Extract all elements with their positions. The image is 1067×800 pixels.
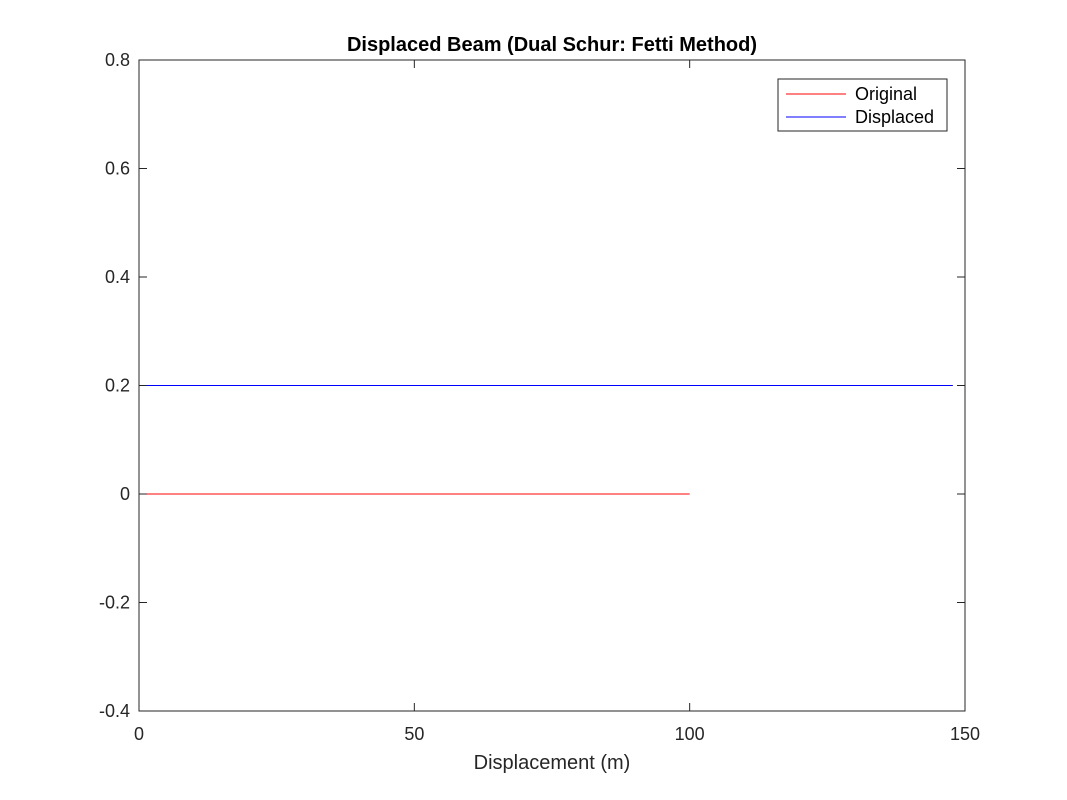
legend-box	[777, 78, 948, 132]
y-tick-label: -0.2	[99, 593, 130, 613]
plot-area	[139, 385, 953, 495]
y-tick-label: 0.6	[105, 159, 130, 179]
x-tick-label: 100	[675, 724, 705, 744]
y-tick-label: 0.2	[105, 376, 130, 396]
y-tick-label: -0.4	[99, 701, 130, 721]
x-tick-label: 50	[404, 724, 424, 744]
legend-label-displaced: Displaced	[855, 107, 934, 127]
x-tick-label: 0	[134, 724, 144, 744]
y-tick-label: 0.4	[105, 267, 130, 287]
axes: 0 50 100 150 -0.4 -0.2 0 0.2 0.4 0.6 0.8	[99, 50, 980, 744]
legend-label-original: Original	[855, 84, 917, 104]
x-axis-label: Displacement (m)	[474, 752, 631, 774]
legend: Original Displaced	[777, 78, 948, 132]
y-tick-label: 0	[120, 484, 130, 504]
y-tick-label: 0.8	[105, 50, 130, 70]
chart-title: Displaced Beam (Dual Schur: Fetti Method…	[347, 34, 757, 56]
x-tick-label: 150	[950, 724, 980, 744]
